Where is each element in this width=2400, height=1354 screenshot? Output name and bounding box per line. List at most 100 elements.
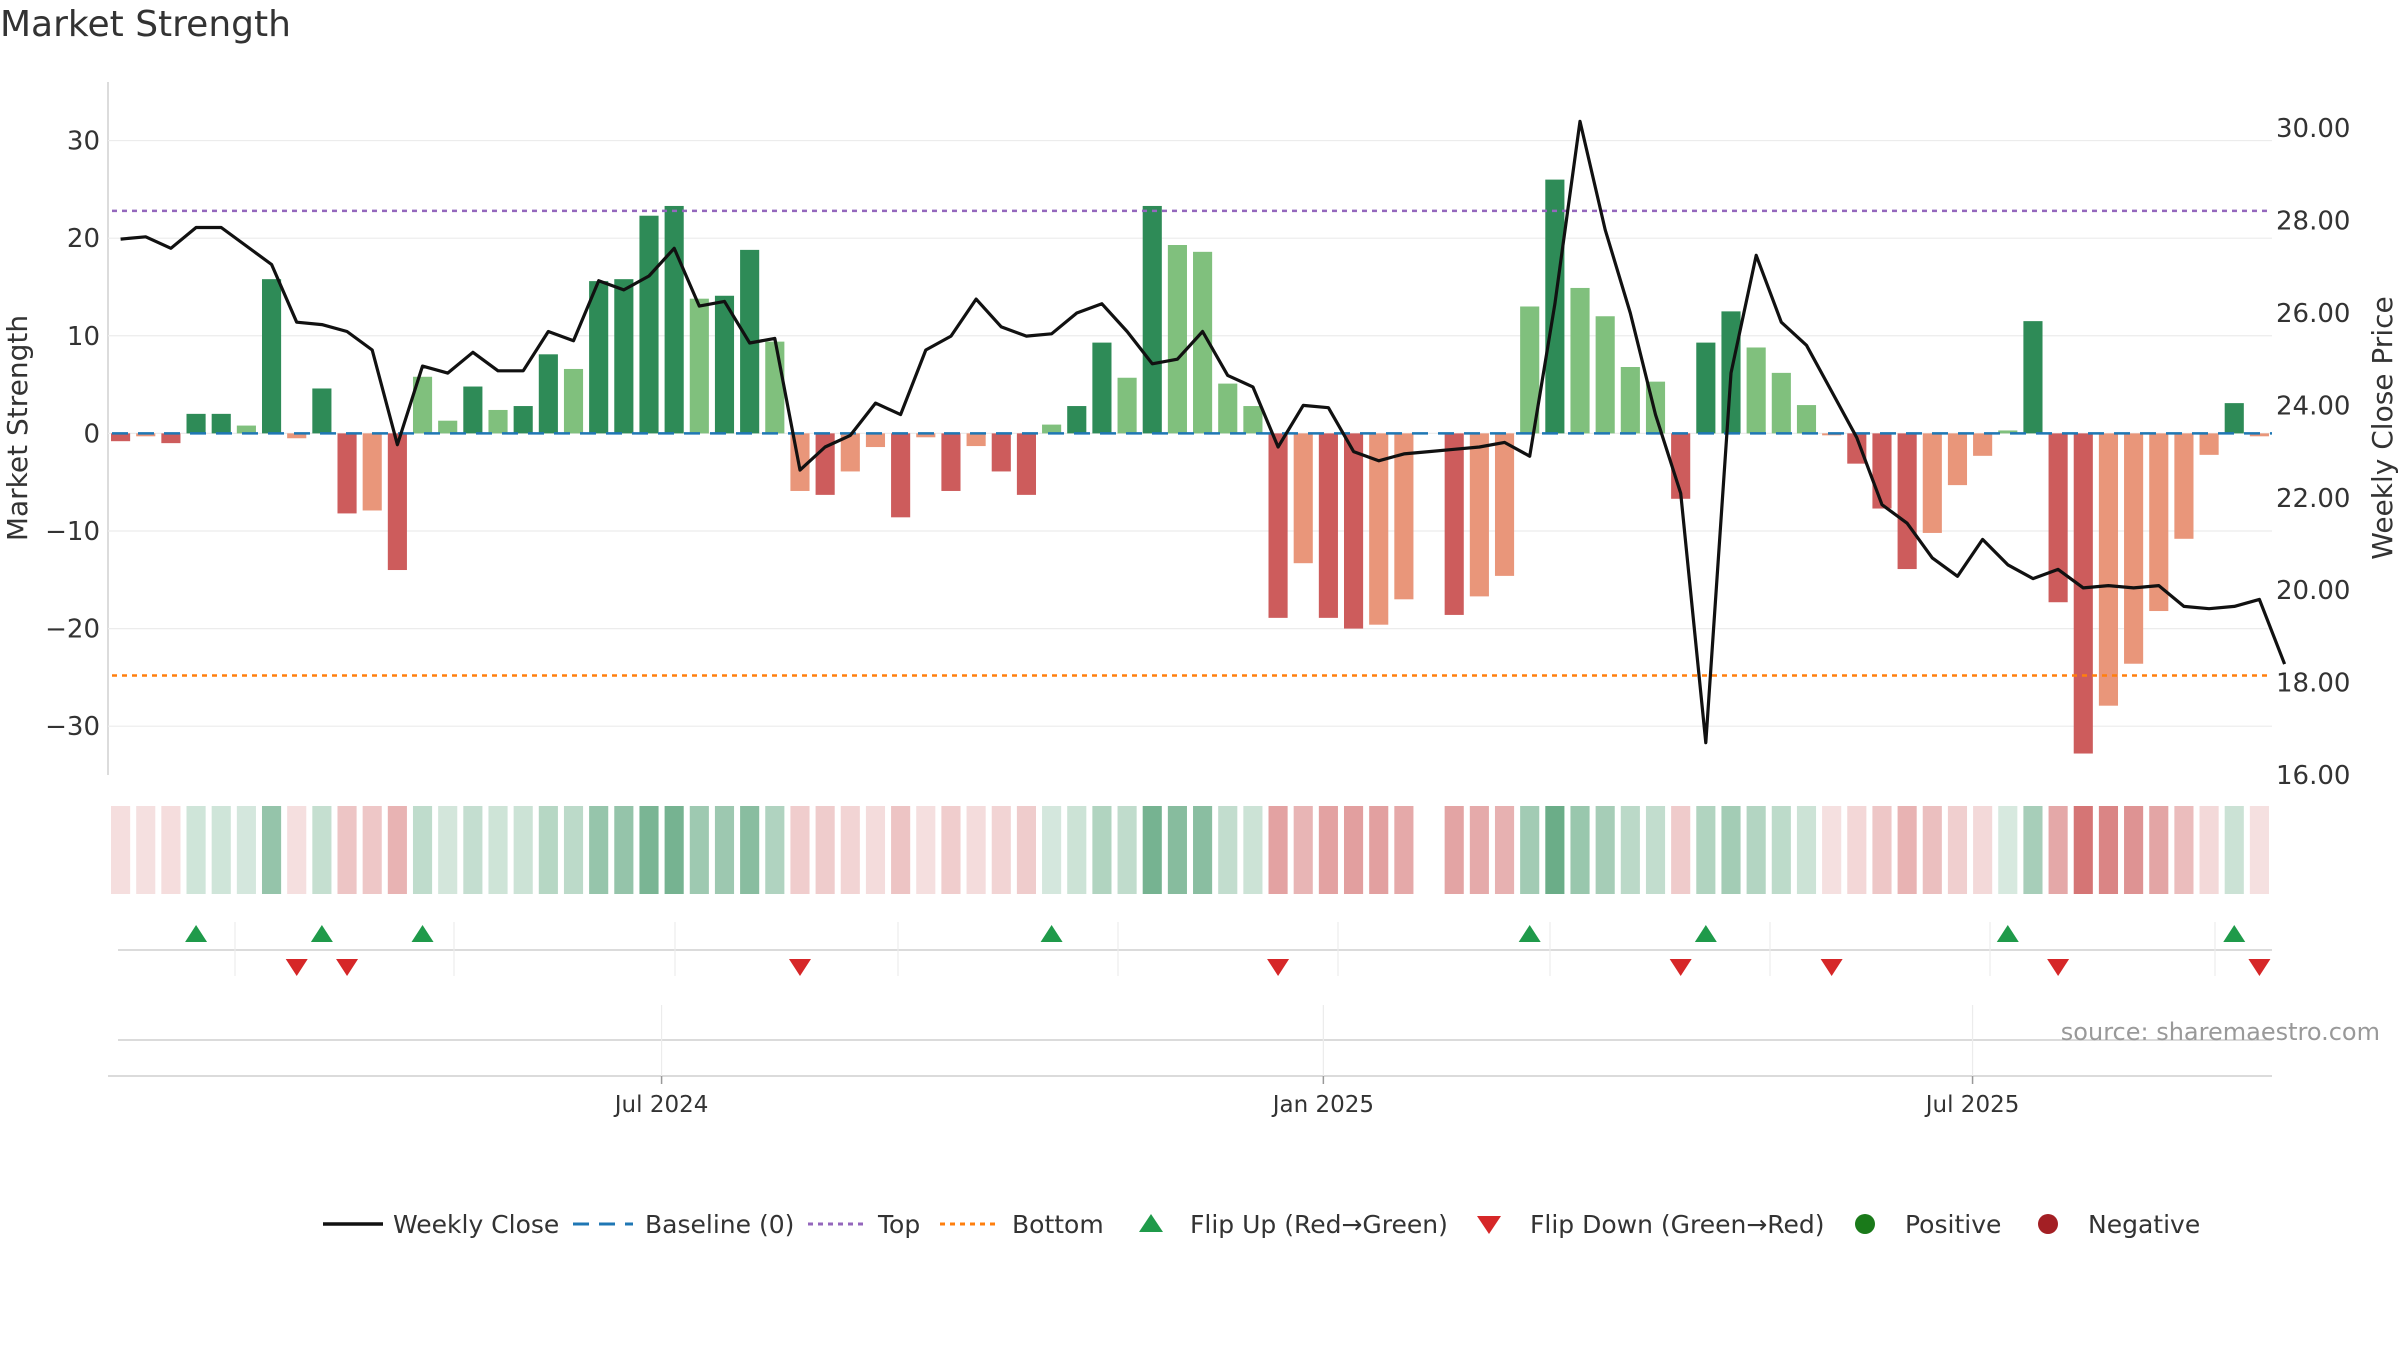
strength-bar — [538, 354, 558, 434]
y-tick-left: −10 — [45, 517, 100, 547]
strength-bar — [1872, 433, 1892, 509]
heat-cell — [312, 806, 332, 894]
heat-cell — [1243, 806, 1263, 894]
strength-bar — [161, 433, 181, 444]
flip-up-marker — [2223, 925, 2246, 942]
heat-cell — [689, 806, 709, 894]
heat-cell — [1293, 806, 1313, 894]
heat-cell — [991, 806, 1011, 894]
heat-cell — [1671, 806, 1691, 894]
heat-cell — [1494, 806, 1515, 894]
legend-top: Top — [877, 1210, 920, 1239]
flip-down-marker — [336, 959, 359, 976]
heat-cell — [664, 806, 684, 894]
strength-bar — [714, 295, 735, 434]
strength-bar — [1042, 424, 1062, 434]
strength-bar — [2224, 403, 2244, 434]
strength-bar — [1595, 316, 1615, 434]
strength-bar — [589, 281, 609, 434]
heat-cell — [1872, 806, 1892, 894]
x-tick-label: Jan 2025 — [1271, 1092, 1374, 1118]
strength-bar — [1570, 287, 1590, 434]
strength-bar — [2023, 321, 2043, 434]
strength-bar — [1696, 342, 1716, 434]
strength-bar — [111, 433, 131, 442]
heat-cell — [790, 806, 810, 894]
strength-bar — [2073, 433, 2093, 754]
strength-bar — [664, 205, 684, 434]
heat-cell — [891, 806, 911, 894]
strength-bar — [966, 433, 986, 447]
flip-up-marker — [310, 925, 333, 942]
strength-bar — [815, 433, 835, 495]
strength-bar — [1193, 251, 1213, 434]
strength-bar — [1947, 433, 1968, 486]
strength-bar — [1369, 433, 1389, 625]
strength-bar — [1847, 433, 1867, 464]
strength-bar — [941, 433, 961, 491]
heat-cell — [639, 806, 659, 894]
strength-bar — [1771, 372, 1791, 434]
heat-cell — [2249, 806, 2269, 894]
heat-cell — [916, 806, 936, 894]
strength-bar — [136, 433, 156, 437]
heat-cell — [1117, 806, 1137, 894]
heat-cell — [1042, 806, 1062, 894]
heat-cell — [1570, 806, 1590, 894]
y-tick-right: 24.00 — [2276, 391, 2350, 421]
y-tick-right: 20.00 — [2276, 576, 2350, 606]
strength-bar — [1444, 433, 1464, 615]
strength-bar — [438, 420, 458, 434]
y-tick-right: 30.00 — [2276, 114, 2350, 144]
y-tick-left: 10 — [67, 322, 100, 352]
strength-bar — [765, 341, 785, 434]
heat-cell — [1847, 806, 1867, 894]
y-tick-left: −20 — [45, 615, 100, 645]
y-axis-label-left: Market Strength — [1, 315, 34, 541]
heat-cell — [1142, 806, 1162, 894]
strength-bar — [1520, 306, 1540, 434]
heat-cell — [111, 806, 131, 894]
strength-bar — [840, 433, 860, 472]
heat-cell — [463, 806, 483, 894]
strength-bar — [463, 386, 483, 434]
strength-bar — [387, 433, 407, 571]
flip-down-marker — [2047, 959, 2070, 976]
heat-cell — [1947, 806, 1968, 894]
y-tick-right: 16.00 — [2276, 761, 2350, 791]
legend-negative: Negative — [2088, 1210, 2200, 1239]
y-tick-left: 0 — [83, 419, 100, 449]
heat-cell — [563, 806, 584, 894]
strength-bar — [639, 215, 659, 434]
strength-bar — [1142, 205, 1162, 434]
strength-bar — [1796, 405, 1817, 434]
strength-bar — [2149, 433, 2169, 612]
heat-cell — [438, 806, 458, 894]
heat-cell — [840, 806, 860, 894]
strength-bar — [991, 433, 1011, 472]
legend-flip-up: Flip Up (Red→Green) — [1190, 1210, 1448, 1239]
heat-cell — [2023, 806, 2043, 894]
heat-cell — [287, 806, 307, 894]
heat-cell — [1595, 806, 1615, 894]
strength-bar — [1620, 367, 1640, 434]
y-tick-left: 30 — [67, 127, 100, 157]
strength-bar — [1469, 433, 1489, 597]
legend-positive-swatch — [1855, 1214, 1875, 1234]
strength-bar — [1092, 342, 1112, 434]
y-tick-left: −30 — [45, 712, 100, 742]
y-tick-right: 28.00 — [2276, 207, 2350, 237]
strength-bar — [1167, 245, 1187, 434]
heat-cell — [1268, 806, 1288, 894]
strength-bar — [261, 279, 282, 434]
strength-bar — [563, 368, 584, 434]
heat-cell — [2073, 806, 2093, 894]
heat-cell — [136, 806, 156, 894]
heat-cell — [589, 806, 609, 894]
flip-down-marker — [788, 959, 811, 976]
strength-bar — [2098, 433, 2119, 706]
strength-bars — [111, 179, 2269, 754]
legend-bottom: Bottom — [1012, 1210, 1104, 1239]
legend-flip-up-swatch — [1139, 1214, 1163, 1232]
